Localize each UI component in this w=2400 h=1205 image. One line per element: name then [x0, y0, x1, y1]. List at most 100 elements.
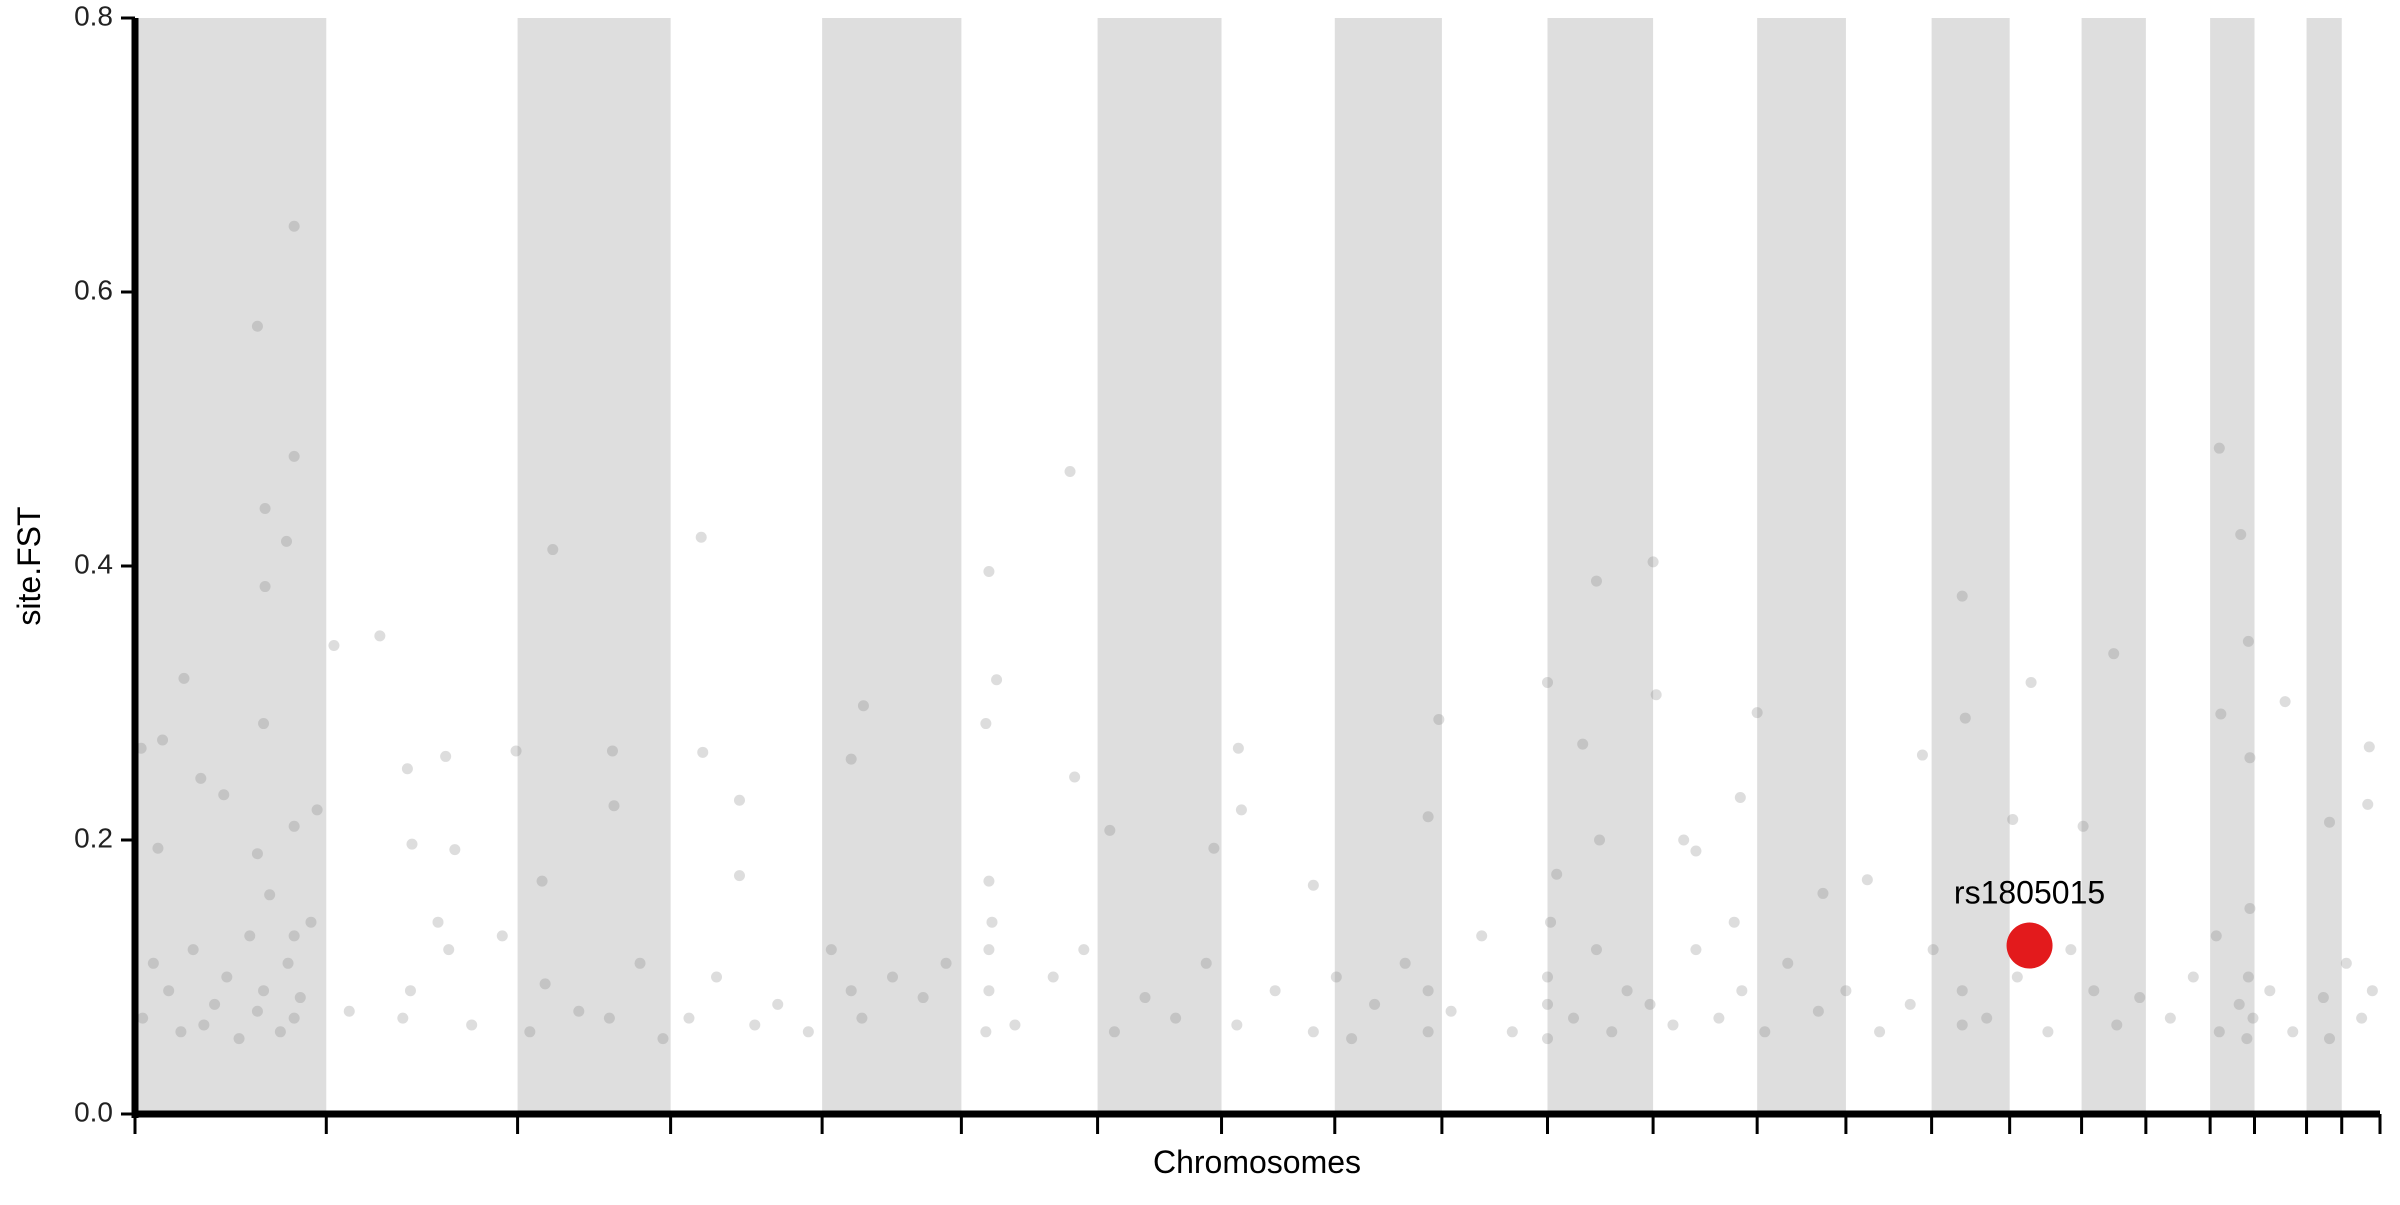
- snp-point: [683, 1012, 695, 1024]
- snp-point: [980, 718, 992, 730]
- chromosome-band: [2081, 18, 2146, 1114]
- snp-point: [258, 718, 270, 730]
- snp-point: [1369, 998, 1381, 1010]
- snp-point: [401, 763, 413, 775]
- snp-point: [2323, 816, 2335, 828]
- y-tick-label: 0.8: [74, 0, 113, 31]
- snp-point: [1861, 874, 1873, 886]
- snp-point: [1047, 971, 1059, 983]
- snp-point: [1541, 1033, 1553, 1045]
- snp-point: [802, 1026, 814, 1038]
- snp-point: [1956, 985, 1968, 997]
- snp-point: [2233, 998, 2245, 1010]
- y-tick-label: 0.2: [74, 822, 113, 853]
- snp-point: [1606, 1026, 1618, 1038]
- snp-point: [218, 789, 230, 801]
- snp-point: [772, 998, 784, 1010]
- snp-point: [233, 1033, 245, 1045]
- highlight-point: [2006, 922, 2053, 969]
- chromosome-band: [1097, 18, 1222, 1114]
- snp-point: [603, 1012, 615, 1024]
- snp-point: [1078, 944, 1090, 956]
- snp-point: [2279, 696, 2291, 708]
- chromosome-band: [2306, 18, 2342, 1114]
- snp-point: [2340, 957, 2352, 969]
- snp-point: [397, 1012, 409, 1024]
- snp-point: [1422, 1026, 1434, 1038]
- snp-point: [1139, 992, 1151, 1004]
- snp-point: [2011, 971, 2023, 983]
- x-axis-label: Chromosomes: [1153, 1144, 1361, 1180]
- snp-point: [2366, 985, 2378, 997]
- snp-point: [697, 746, 709, 758]
- snp-point: [2077, 820, 2089, 832]
- snp-point: [221, 971, 233, 983]
- snp-point: [1541, 971, 1553, 983]
- snp-point: [1650, 689, 1662, 701]
- snp-point: [2042, 1026, 2054, 1038]
- snp-point: [940, 957, 952, 969]
- snp-point: [539, 978, 551, 990]
- snp-point: [2356, 1012, 2368, 1024]
- snp-point: [524, 1026, 536, 1038]
- snp-point: [1916, 749, 1928, 761]
- snp-point: [294, 992, 306, 1004]
- snp-point: [2287, 1026, 2299, 1038]
- snp-point: [198, 1019, 210, 1031]
- snp-point: [608, 800, 620, 812]
- snp-point: [1232, 742, 1244, 754]
- snp-point: [288, 220, 300, 232]
- snp-point: [1422, 985, 1434, 997]
- snp-point: [2323, 1033, 2335, 1045]
- snp-point: [1069, 771, 1081, 783]
- snp-point: [1568, 1012, 1580, 1024]
- snp-point: [2213, 1026, 2225, 1038]
- snp-point: [1208, 842, 1220, 854]
- snp-point: [328, 639, 340, 651]
- snp-point: [2264, 985, 2276, 997]
- snp-point: [2187, 971, 2199, 983]
- snp-point: [983, 875, 995, 887]
- snp-point: [1817, 887, 1829, 899]
- snp-point: [259, 502, 271, 514]
- snp-point: [1200, 957, 1212, 969]
- snp-point: [857, 700, 869, 712]
- snp-point: [1690, 845, 1702, 857]
- snp-point: [1678, 834, 1690, 846]
- snp-point: [2025, 676, 2037, 688]
- snp-point: [258, 985, 270, 997]
- snp-point: [1956, 1019, 1968, 1031]
- snp-point: [980, 1026, 992, 1038]
- snp-point: [1108, 1026, 1120, 1038]
- snp-point: [1904, 998, 1916, 1010]
- snp-point: [510, 745, 522, 757]
- snp-point: [195, 772, 207, 784]
- snp-point: [695, 531, 707, 543]
- snp-point: [281, 535, 293, 547]
- snp-point: [1541, 676, 1553, 688]
- snp-point: [1104, 824, 1116, 836]
- snp-point: [157, 734, 169, 746]
- snp-point: [406, 838, 418, 850]
- snp-point: [209, 998, 221, 1010]
- snp-point: [163, 985, 175, 997]
- snp-point: [175, 1026, 187, 1038]
- snp-point: [2134, 992, 2146, 1004]
- snp-point: [2235, 528, 2247, 540]
- snp-point: [845, 753, 857, 765]
- snp-point: [305, 916, 317, 928]
- highlight-label: rs1805015: [1954, 874, 2105, 910]
- snp-point: [1170, 1012, 1182, 1024]
- snp-point: [1734, 792, 1746, 804]
- snp-point: [1541, 998, 1553, 1010]
- snp-point: [1506, 1026, 1518, 1038]
- snp-point: [187, 944, 199, 956]
- snp-point: [244, 930, 256, 942]
- snp-point: [983, 985, 995, 997]
- snp-point: [288, 820, 300, 832]
- snp-point: [343, 1005, 355, 1017]
- snp-point: [282, 957, 294, 969]
- snp-point: [1590, 575, 1602, 587]
- snp-point: [1759, 1026, 1771, 1038]
- snp-point: [466, 1019, 478, 1031]
